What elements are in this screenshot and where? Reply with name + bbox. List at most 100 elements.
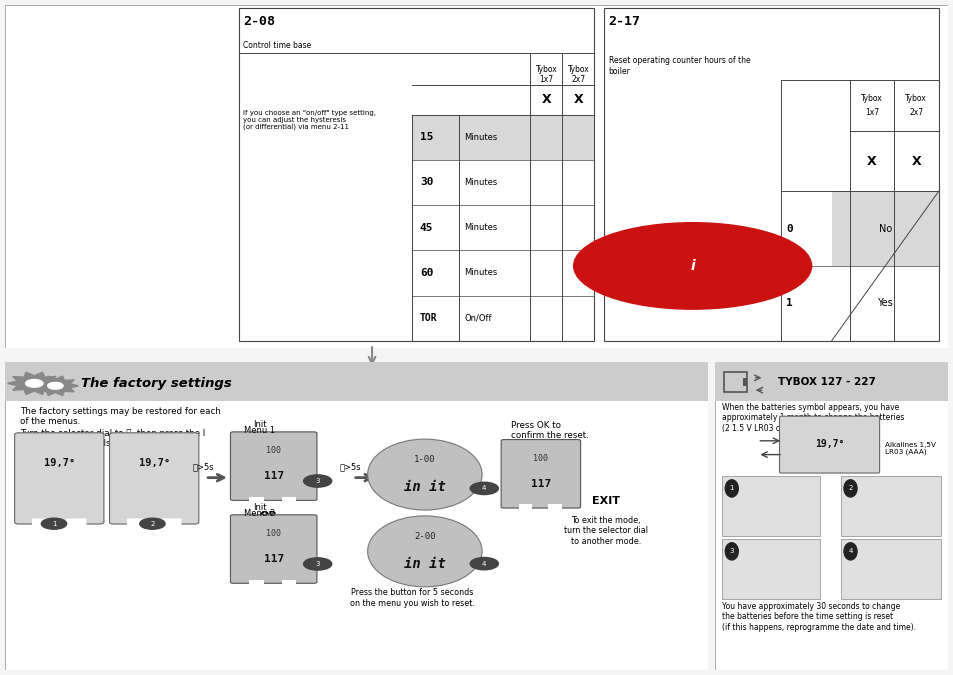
- Text: 45: 45: [419, 223, 433, 233]
- Text: Control time base: Control time base: [243, 41, 312, 51]
- FancyBboxPatch shape: [831, 191, 938, 266]
- Text: 2: 2: [150, 520, 154, 527]
- Text: 2-00: 2-00: [414, 532, 436, 541]
- Text: Press OK to
confirm the reset.: Press OK to confirm the reset.: [511, 421, 588, 440]
- FancyBboxPatch shape: [721, 539, 820, 599]
- Text: 19,7°: 19,7°: [44, 458, 74, 468]
- Text: ⏱>5s: ⏱>5s: [193, 462, 214, 471]
- Text: Hysteresis  < 2°C: Hysteresis < 2°C: [433, 372, 499, 381]
- Text: TYBOX 127 - 227: TYBOX 127 - 227: [778, 377, 875, 387]
- Text: Tybox: Tybox: [904, 95, 926, 103]
- FancyBboxPatch shape: [238, 8, 594, 341]
- FancyBboxPatch shape: [249, 497, 264, 502]
- FancyBboxPatch shape: [5, 362, 707, 670]
- Text: Init: Init: [253, 503, 267, 512]
- Text: Menu 2: Menu 2: [244, 509, 275, 518]
- Text: 0,2°C <: 0,2°C <: [347, 372, 376, 381]
- Text: To exit the mode,
turn the selector dial
to another mode.: To exit the mode, turn the selector dial…: [563, 516, 647, 546]
- Text: Turn the selector dial to ⏻, then press the I
button for 5 seconds.: Turn the selector dial to ⏻, then press …: [20, 429, 205, 448]
- Text: 60: 60: [419, 268, 433, 278]
- Text: You have approximately 30 seconds to change
the batteries before the time settin: You have approximately 30 seconds to cha…: [721, 602, 916, 632]
- Text: X: X: [573, 93, 582, 106]
- Text: 2: 2: [847, 485, 852, 491]
- FancyBboxPatch shape: [603, 8, 938, 341]
- Text: 3: 3: [315, 561, 319, 567]
- Text: The factory settings: The factory settings: [81, 377, 232, 389]
- Circle shape: [573, 223, 811, 309]
- Text: OR: OR: [259, 511, 277, 521]
- FancyBboxPatch shape: [548, 504, 561, 509]
- Text: When the batteries symbol appears, you have
approximately 1 month to change the : When the batteries symbol appears, you h…: [721, 403, 903, 433]
- Circle shape: [303, 558, 332, 570]
- Text: Press the button for 5 seconds
on the menu you wish to reset.: Press the button for 5 seconds on the me…: [350, 588, 475, 608]
- Text: 0,4°C: 0,4°C: [451, 412, 479, 422]
- Text: No: No: [878, 223, 891, 234]
- Text: i: i: [690, 259, 695, 273]
- FancyBboxPatch shape: [721, 476, 820, 536]
- Text: 3: 3: [729, 548, 733, 554]
- Text: Menu 1: Menu 1: [244, 426, 275, 435]
- FancyBboxPatch shape: [412, 115, 594, 160]
- Text: 1: 1: [785, 298, 792, 308]
- Text: Tybox: Tybox: [567, 65, 589, 74]
- Text: 30: 30: [419, 178, 433, 188]
- Circle shape: [41, 518, 67, 529]
- Text: 4: 4: [847, 548, 852, 554]
- Text: TOR: TOR: [419, 313, 437, 323]
- FancyBboxPatch shape: [339, 402, 598, 432]
- Text: Init: Init: [253, 419, 267, 429]
- Text: 2-11: 2-11: [221, 370, 251, 383]
- Text: 2x7: 2x7: [571, 75, 585, 84]
- Text: Tybox: Tybox: [535, 65, 557, 74]
- FancyBboxPatch shape: [715, 362, 947, 401]
- Circle shape: [470, 482, 497, 495]
- Text: 4: 4: [481, 485, 486, 491]
- Circle shape: [26, 379, 43, 387]
- FancyBboxPatch shape: [841, 539, 941, 599]
- Text: 2-17: 2-17: [608, 15, 640, 28]
- Ellipse shape: [367, 439, 481, 510]
- Text: On/Off: On/Off: [463, 314, 491, 323]
- Text: 1x7: 1x7: [538, 75, 553, 84]
- FancyBboxPatch shape: [500, 439, 580, 508]
- Text: Minutes: Minutes: [463, 133, 497, 142]
- Text: X: X: [541, 93, 551, 106]
- Circle shape: [724, 543, 738, 560]
- Text: 117: 117: [530, 479, 551, 489]
- FancyBboxPatch shape: [5, 5, 947, 348]
- Circle shape: [843, 543, 856, 560]
- Text: 2x7: 2x7: [908, 107, 923, 117]
- Circle shape: [470, 558, 497, 570]
- Text: 1: 1: [729, 485, 733, 491]
- Text: in it: in it: [403, 558, 445, 571]
- FancyBboxPatch shape: [231, 515, 316, 583]
- Text: 4: 4: [481, 561, 486, 566]
- Text: 117: 117: [263, 554, 284, 564]
- Text: Minutes: Minutes: [463, 223, 497, 232]
- Text: in it: in it: [403, 481, 445, 495]
- Text: 2-08: 2-08: [243, 15, 275, 28]
- FancyBboxPatch shape: [249, 580, 264, 585]
- FancyBboxPatch shape: [518, 504, 532, 509]
- Text: ⏱>5s: ⏱>5s: [339, 462, 361, 471]
- Text: 100: 100: [266, 529, 281, 539]
- Text: 19,7°: 19,7°: [814, 439, 843, 449]
- Text: Minutes: Minutes: [463, 269, 497, 277]
- Text: X: X: [910, 155, 920, 167]
- Text: 19,7°: 19,7°: [138, 458, 170, 468]
- Text: 100: 100: [266, 446, 281, 456]
- Text: The factory settings may be restored for each
of the menus.: The factory settings may be restored for…: [20, 407, 221, 427]
- Text: Tybox: Tybox: [860, 95, 882, 103]
- FancyBboxPatch shape: [742, 378, 746, 386]
- Text: 15: 15: [419, 132, 433, 142]
- Text: Yes: Yes: [877, 298, 892, 308]
- Text: Reset operating counter hours of the
boiler: Reset operating counter hours of the boi…: [608, 57, 749, 76]
- FancyBboxPatch shape: [32, 518, 52, 526]
- FancyBboxPatch shape: [281, 497, 296, 502]
- FancyBboxPatch shape: [281, 580, 296, 585]
- Text: (2-08 = TOR): (2-08 = TOR): [221, 412, 267, 418]
- FancyBboxPatch shape: [231, 432, 316, 500]
- FancyBboxPatch shape: [66, 518, 87, 526]
- Text: 1-00: 1-00: [414, 455, 436, 464]
- Text: 117: 117: [263, 471, 284, 481]
